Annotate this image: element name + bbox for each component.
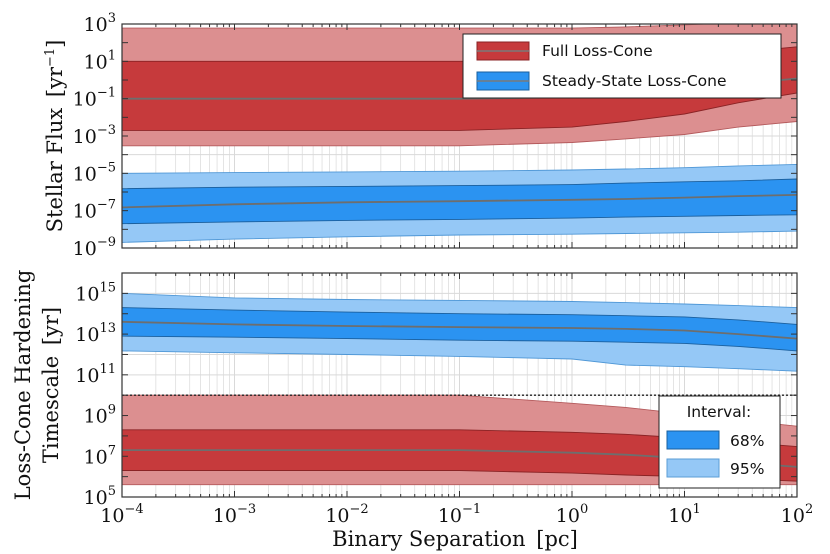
y-tick-label: 10−3 (73, 123, 116, 148)
top-y-axis-label: Stellar Flux [yr−1] (43, 40, 67, 233)
legend-label-68: 68% (730, 432, 764, 450)
x-tick-label: 10−4 (100, 502, 143, 527)
bottom-ticks: 105 107 109 1011 1013 1015 10−4 10−3 10−2 10−1 100… (75, 272, 813, 527)
y-tick-label: 10−9 (73, 235, 116, 260)
x-tick-label: 102 (781, 502, 813, 527)
y-tick-label: 1013 (75, 321, 116, 346)
y-tick-label: 105 (84, 484, 116, 509)
bottom-y-axis-label-line2: Timescale [yr] (39, 307, 63, 463)
y-tick-label: 10−7 (73, 198, 116, 223)
x-tick-label: 10−2 (325, 502, 368, 527)
legend-label-steady: Steady-State Loss-Cone (542, 72, 727, 90)
y-tick-label: 109 (84, 403, 116, 428)
y-tick-label: 1015 (75, 280, 116, 305)
bottom-legend: Interval: 68% 95% (658, 395, 781, 489)
legend-label-95: 95% (730, 460, 764, 478)
top-panel: 10−9 10−7 10−5 10−3 10−1 101 103 Full Loss-Con… (43, 11, 798, 260)
y-tick-label: 107 (84, 443, 116, 468)
x-tick-label: 10−3 (213, 502, 256, 527)
median-line-blue (122, 320, 797, 340)
legend-swatch-95 (666, 458, 720, 478)
y-tick-label: 10−1 (73, 86, 116, 111)
band68-red (122, 429, 797, 482)
bottom-panel: 105 107 109 1011 1013 1015 10−4 10−3 10−2 10−1 100… (11, 270, 813, 527)
median-line-blue (122, 194, 797, 209)
y-tick-label: 103 (84, 11, 116, 36)
band68-blue (122, 307, 797, 352)
legend-swatch-68 (666, 430, 720, 450)
x-tick-label: 101 (668, 502, 700, 527)
y-tick-label: 101 (84, 48, 116, 73)
y-tick-label: 10−5 (73, 160, 116, 185)
bottom-bands (122, 292, 797, 486)
top-legend: Full Loss-Cone Steady-State Loss-Cone (462, 33, 782, 99)
x-axis-label: Binary Separation [pc] (332, 527, 578, 551)
x-tick-label: 100 (556, 502, 588, 527)
top-ticks: 10−9 10−7 10−5 10−3 10−1 101 103 (73, 11, 798, 260)
legend-title-interval: Interval: (687, 403, 752, 421)
legend-label-full: Full Loss-Cone (542, 42, 653, 60)
x-tick-label: 10−1 (438, 502, 481, 527)
bottom-y-axis-label-line1: Loss-Cone Hardening (11, 270, 35, 501)
y-tick-label: 1011 (75, 362, 116, 387)
